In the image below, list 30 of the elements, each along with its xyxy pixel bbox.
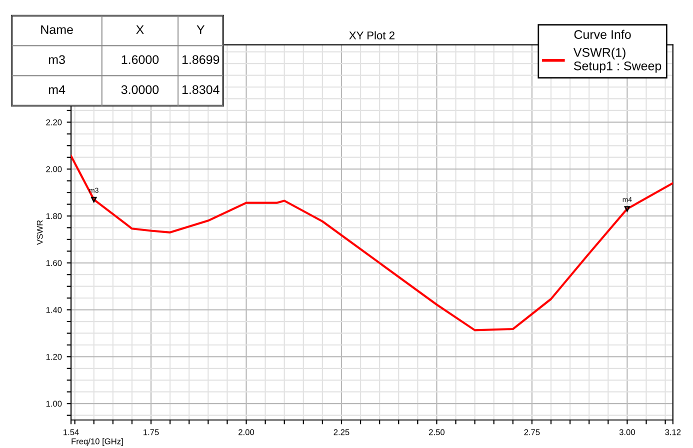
- y-axis-title: VSWR: [36, 220, 43, 245]
- x-tick-label: 2.50: [429, 429, 445, 436]
- x-axis-title: Freq/10 [GHz]: [72, 438, 123, 446]
- annotation: 1.8699: [182, 55, 220, 64]
- y-tick-label: 1.40: [46, 306, 62, 313]
- line-series: [71, 154, 673, 332]
- x-tick-label: 1.54: [64, 429, 79, 436]
- x-tick-label: 2.75: [524, 429, 540, 436]
- text: Name: [41, 25, 73, 34]
- y-tick-label: 1.80: [46, 213, 62, 220]
- text: m4: [48, 85, 66, 94]
- chart-title: XY Plot 2: [349, 31, 394, 40]
- y-tick-label: 2.00: [46, 166, 62, 172]
- x-tick-label: 3.12: [665, 429, 681, 436]
- text: m3: [48, 55, 65, 64]
- annotation: 1.8304: [182, 85, 220, 94]
- y-tick-label: 1.60: [46, 260, 62, 266]
- annotation: 1.6000: [122, 55, 159, 64]
- text: Y: [196, 25, 205, 34]
- legend-label: VSWR(1) Setup1 : Sweep: [573, 48, 662, 73]
- y-tick-label: 1.00: [46, 400, 62, 407]
- x-tick-label: 1.75: [144, 429, 159, 436]
- text: X: [136, 25, 144, 34]
- x-tick-label: 2.25: [334, 429, 350, 436]
- legend-title: Curve Info: [574, 30, 631, 39]
- y-tick-label: 1.20: [46, 354, 62, 360]
- annotation: 3.0000: [121, 85, 159, 94]
- x-tick-label: 3.00: [619, 429, 635, 436]
- x-tick-label: 2.00: [238, 429, 254, 436]
- y-tick-label: 2.20: [46, 119, 62, 126]
